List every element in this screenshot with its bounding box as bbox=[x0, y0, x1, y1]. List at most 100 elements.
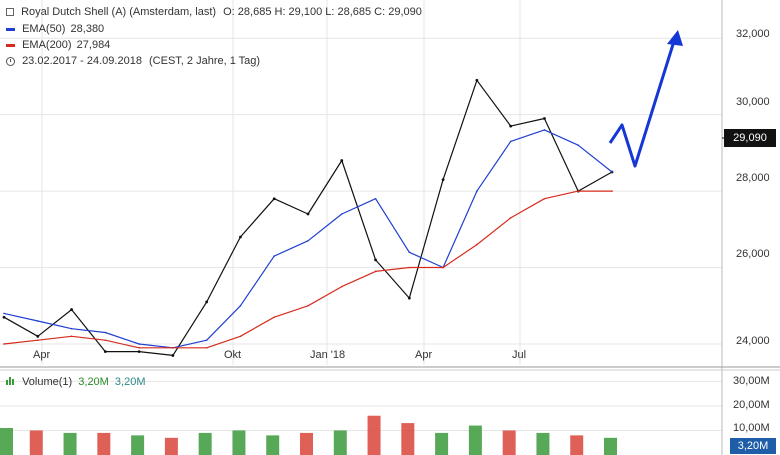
volume-bar bbox=[266, 435, 280, 455]
volume-value-1: 3,20M bbox=[78, 376, 109, 388]
series-0-point bbox=[36, 334, 40, 338]
series-2-point bbox=[36, 339, 39, 341]
series-0-point bbox=[340, 159, 344, 162]
grid-lines bbox=[0, 0, 722, 431]
x-tick-apr-2017: Apr bbox=[33, 349, 51, 361]
series-0-point bbox=[70, 308, 73, 311]
series-0-point bbox=[306, 212, 310, 216]
price-lines bbox=[2, 30, 683, 357]
date-range-legend: 23.02.2017 - 24.09.2018 (CEST, 2 Jahre, … bbox=[6, 55, 260, 67]
volume-bar bbox=[570, 435, 584, 455]
volume-bar bbox=[604, 437, 617, 455]
series-2-point bbox=[239, 335, 242, 338]
series-1-point bbox=[3, 312, 5, 315]
y-tick-26000: 26,000 bbox=[736, 248, 770, 260]
series-1-point bbox=[408, 251, 411, 254]
series-2-point bbox=[509, 217, 512, 219]
x-tick-jul: Jul bbox=[512, 349, 527, 361]
ema50-swatch-icon bbox=[6, 27, 15, 31]
last-price-badge: 29,090 bbox=[724, 129, 776, 147]
cursor-icon bbox=[6, 8, 14, 17]
volume-bar bbox=[29, 430, 43, 455]
vol-tick-20m: 20,00M bbox=[733, 399, 770, 411]
volume-bar bbox=[164, 437, 178, 455]
series-2-point bbox=[442, 266, 444, 269]
ema200-legend: EMA(200) 27,984 bbox=[6, 39, 110, 51]
series-2-point bbox=[3, 343, 5, 345]
series-0-point bbox=[374, 258, 377, 262]
y-tick-28000: 28,000 bbox=[736, 172, 770, 184]
series-2-point bbox=[307, 304, 309, 307]
ema200-label: EMA(200) bbox=[22, 39, 72, 51]
volume-bars-icon bbox=[6, 376, 15, 388]
x-tick-jan-2018: Jan '18 bbox=[310, 349, 346, 361]
volume-bar bbox=[333, 430, 347, 455]
series-0-point bbox=[509, 124, 513, 128]
ema50-legend: EMA(50) 28,380 bbox=[6, 23, 104, 35]
series-2-point bbox=[273, 316, 276, 319]
ema50-label: EMA(50) bbox=[22, 23, 66, 35]
series-line-1 bbox=[3, 129, 613, 349]
volume-bar bbox=[97, 432, 111, 455]
series-1-point bbox=[104, 331, 107, 334]
x-tick-apr-2018: Apr bbox=[415, 349, 433, 361]
series-1-point bbox=[138, 343, 140, 345]
series-1-point bbox=[476, 190, 478, 192]
ema50-value: 28,380 bbox=[70, 23, 105, 35]
series-2-point bbox=[172, 347, 174, 349]
ema200-swatch-icon bbox=[6, 43, 15, 47]
volume-bar bbox=[468, 425, 482, 455]
volume-bar bbox=[0, 428, 13, 455]
y-tick-24000: 24,000 bbox=[736, 335, 770, 347]
volume-bar bbox=[401, 423, 415, 455]
series-2-point bbox=[374, 270, 377, 273]
volume-bars bbox=[0, 415, 617, 455]
series-2-point bbox=[205, 347, 208, 349]
series-2-point bbox=[543, 197, 546, 200]
series-1-point bbox=[340, 213, 343, 215]
vol-tick-30m: 30,00M bbox=[733, 375, 770, 387]
ema200-value: 27,984 bbox=[76, 39, 111, 51]
date-range: 23.02.2017 - 24.09.2018 bbox=[22, 55, 142, 67]
series-line-0 bbox=[3, 79, 613, 356]
volume-bar bbox=[435, 432, 449, 455]
series-2-point bbox=[577, 190, 580, 192]
series-0-point bbox=[2, 315, 6, 319]
forecast-arrow-head bbox=[667, 30, 683, 46]
volume-bar bbox=[198, 432, 212, 455]
date-range-note: (CEST, 2 Jahre, 1 Tag) bbox=[149, 55, 261, 67]
series-2-point bbox=[611, 190, 613, 192]
volume-bar bbox=[536, 432, 550, 455]
series-0-point bbox=[441, 178, 445, 182]
series-1-point bbox=[374, 197, 377, 200]
instrument-legend: Royal Dutch Shell (A) (Amsterdam, last) … bbox=[6, 6, 422, 18]
x-tick-okt: Okt bbox=[224, 349, 242, 361]
series-1-point bbox=[205, 339, 208, 341]
volume-bar bbox=[131, 435, 145, 455]
series-2-point bbox=[104, 339, 107, 341]
series-0-point bbox=[543, 117, 546, 120]
series-0-point bbox=[171, 354, 175, 357]
volume-bar bbox=[502, 430, 516, 455]
series-0-point bbox=[239, 235, 242, 239]
series-1-point bbox=[70, 327, 73, 330]
volume-bar bbox=[63, 432, 77, 455]
volume-bar bbox=[300, 432, 313, 455]
series-0-point bbox=[103, 350, 107, 354]
volume-legend: Volume(1) 3,20M 3,20M bbox=[6, 376, 145, 388]
series-1-point bbox=[239, 304, 242, 307]
series-2-point bbox=[476, 243, 478, 246]
vol-tick-10m: 10,00M bbox=[733, 422, 770, 434]
series-1-point bbox=[509, 140, 512, 143]
series-0-point bbox=[137, 350, 141, 354]
ohlc-values: O: 28,685 H: 29,100 L: 28,685 C: 29,090 bbox=[223, 6, 422, 18]
last-volume-badge: 3,20M bbox=[730, 438, 776, 454]
series-2-point bbox=[138, 347, 140, 349]
series-2-point bbox=[340, 285, 343, 288]
forecast-arrow-line bbox=[608, 37, 677, 168]
volume-bar bbox=[367, 415, 381, 455]
series-1-point bbox=[273, 255, 276, 257]
volume-label: Volume(1) bbox=[22, 376, 73, 388]
series-1-point bbox=[36, 320, 39, 322]
